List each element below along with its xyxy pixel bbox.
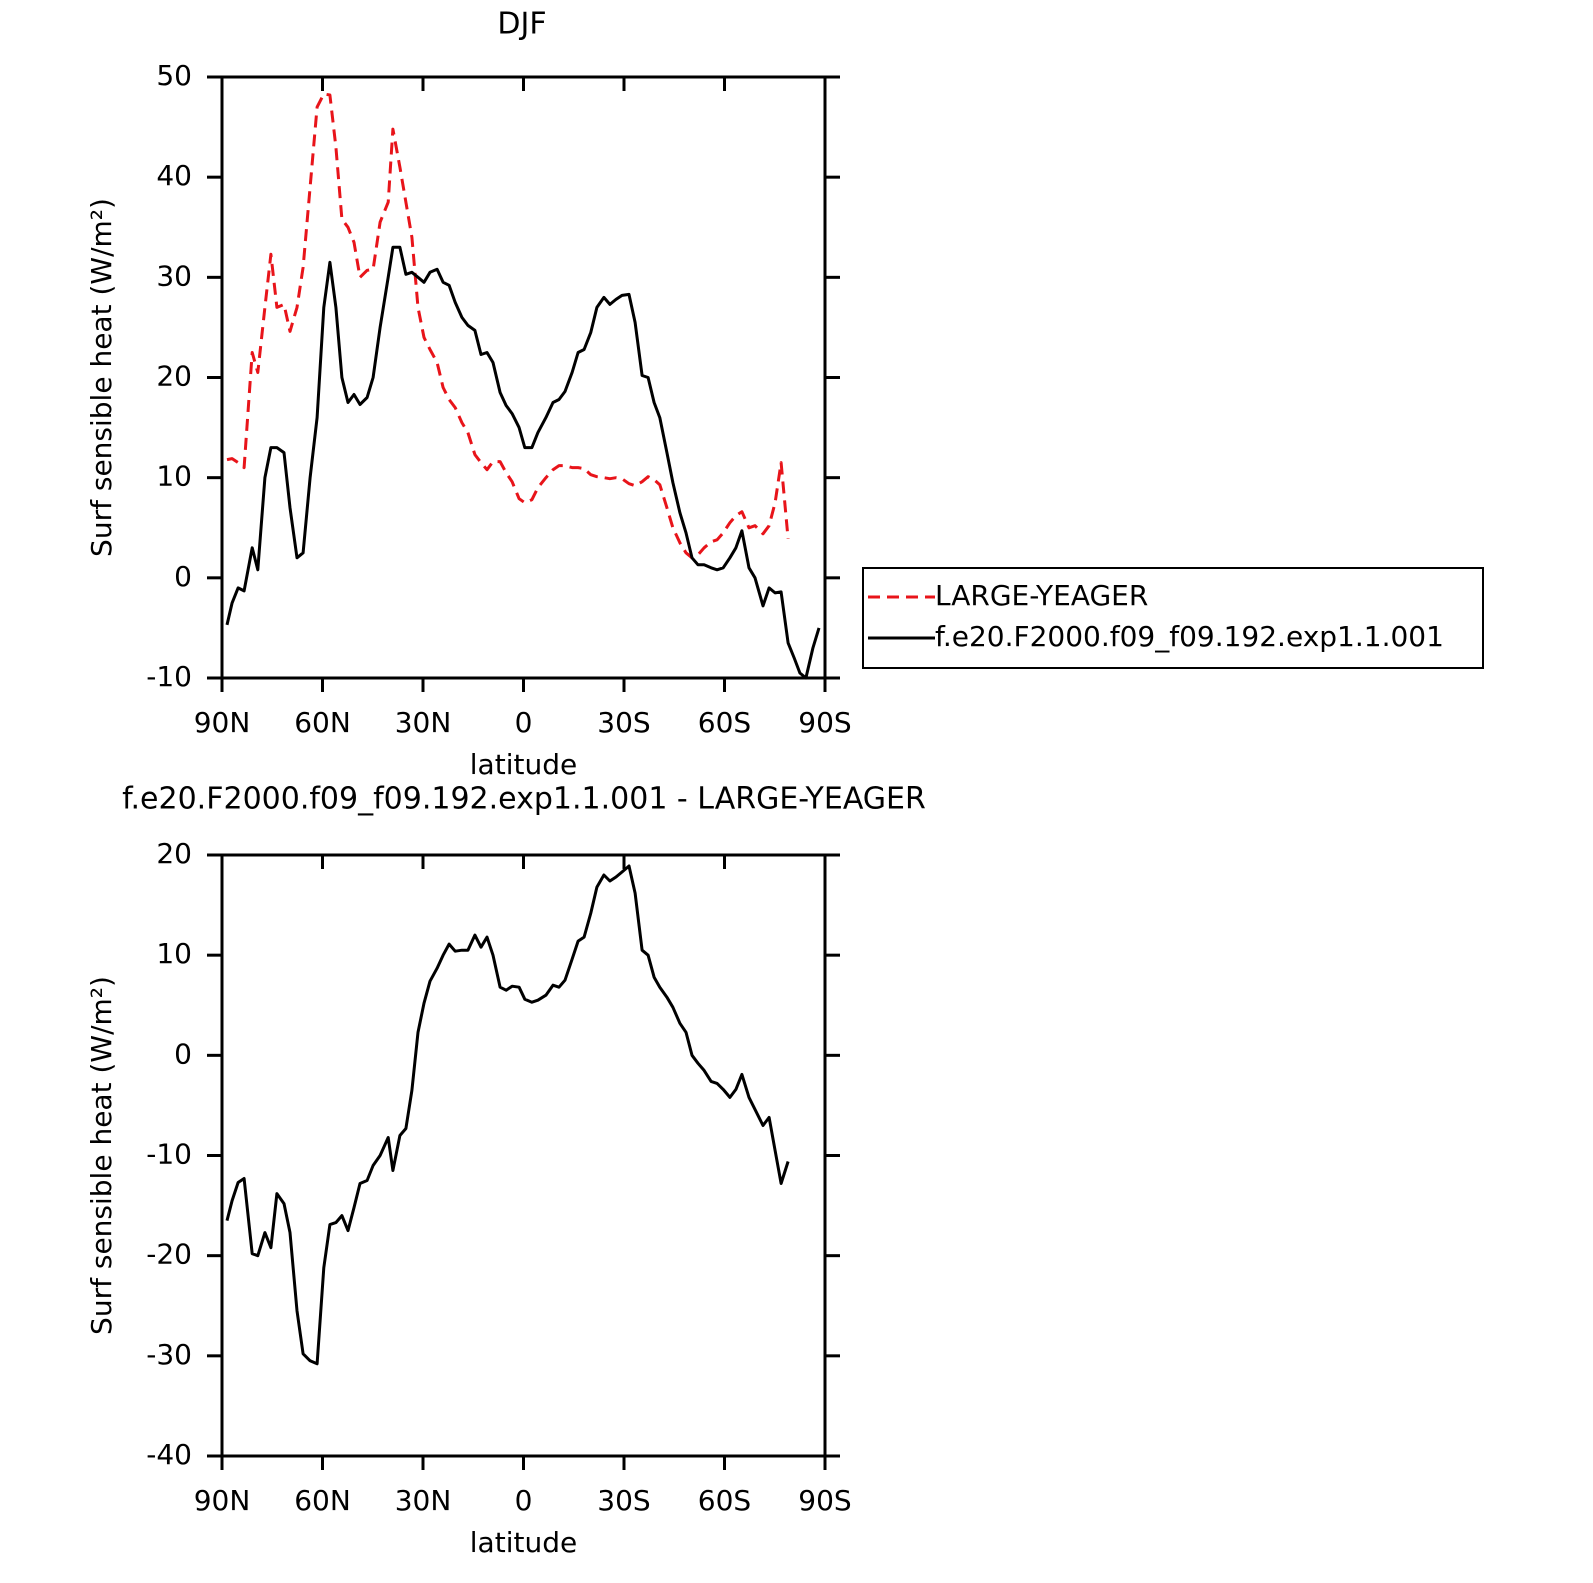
chart-title: f.e20.F2000.f09_f09.192.exp1.1.001 - LAR… bbox=[122, 782, 926, 817]
x-axis-label: latitude bbox=[470, 1526, 577, 1559]
plot-frame bbox=[220, 75, 827, 680]
y-tick-label: 10 bbox=[156, 937, 192, 970]
y-tick-label: -10 bbox=[146, 660, 192, 693]
x-tick-label: 90S bbox=[798, 706, 851, 739]
y-tick-label: 10 bbox=[156, 460, 192, 493]
x-tick-label: 90S bbox=[798, 1484, 851, 1517]
x-tick-label: 30S bbox=[597, 706, 650, 739]
y-tick-label: 20 bbox=[156, 360, 192, 393]
y-tick-label: -30 bbox=[146, 1338, 192, 1371]
legend-box bbox=[862, 567, 1484, 669]
y-axis-label: Surf sensible heat (W/m²) bbox=[85, 976, 118, 1335]
data-line bbox=[226, 92, 790, 560]
y-tick-label: 30 bbox=[156, 259, 192, 292]
x-tick-label: 60N bbox=[294, 1484, 351, 1517]
y-tick-label: 20 bbox=[156, 837, 192, 870]
data-line bbox=[225, 245, 821, 680]
x-axis-label: latitude bbox=[470, 748, 577, 781]
legend-label: f.e20.F2000.f09_f09.192.exp1.1.001 bbox=[935, 620, 1444, 653]
x-tick-label: 30S bbox=[597, 1484, 650, 1517]
chart-title: DJF bbox=[497, 7, 546, 42]
x-tick-label: 90N bbox=[194, 1484, 251, 1517]
legend-label: LARGE-YEAGER bbox=[935, 579, 1148, 612]
y-axis-label: Surf sensible heat (W/m²) bbox=[85, 198, 118, 557]
y-tick-label: -10 bbox=[146, 1138, 192, 1171]
x-tick-label: 90N bbox=[194, 706, 251, 739]
y-tick-label: 0 bbox=[174, 560, 192, 593]
y-tick-label: 40 bbox=[156, 159, 192, 192]
y-tick-label: -20 bbox=[146, 1238, 192, 1271]
y-tick-label: -40 bbox=[146, 1438, 192, 1471]
y-tick-label: 50 bbox=[156, 59, 192, 92]
data-line bbox=[225, 864, 790, 1366]
x-tick-label: 60N bbox=[294, 706, 351, 739]
x-tick-label: 0 bbox=[515, 1484, 533, 1517]
plot-frame bbox=[220, 853, 827, 1458]
y-tick-label: 0 bbox=[174, 1037, 192, 1070]
x-tick-label: 0 bbox=[515, 706, 533, 739]
x-tick-label: 60S bbox=[698, 706, 751, 739]
x-tick-label: 30N bbox=[395, 706, 452, 739]
x-tick-label: 30N bbox=[395, 1484, 452, 1517]
x-tick-label: 60S bbox=[698, 1484, 751, 1517]
